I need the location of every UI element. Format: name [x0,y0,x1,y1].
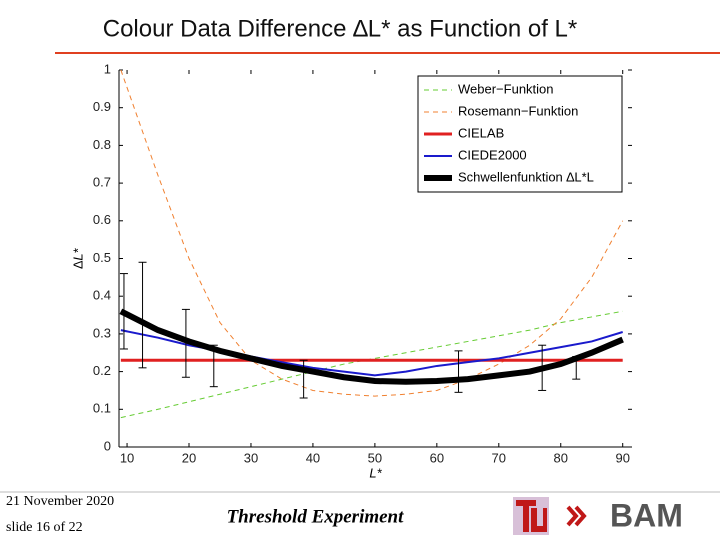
x-tick-label: 30 [244,450,258,465]
y-tick-label: 0.2 [93,363,111,378]
y-tick-label: 0.7 [93,175,111,190]
x-tick-label: 10 [120,450,134,465]
slide-title: Colour Data Difference ∆L* as Function o… [103,15,578,42]
series-line [120,70,624,397]
x-tick-label: 80 [554,450,568,465]
legend-label: Schwellenfunktion ∆L*L [458,169,594,184]
bam-logo: BAM [610,497,683,533]
y-tick-label: 0 [104,438,111,453]
legend-label: Rosemann−Funktion [458,103,578,118]
y-tick-label: 0.5 [93,250,111,265]
bam-icon [566,505,587,527]
legend-label: CIEDE2000 [458,147,527,162]
y-tick-label: 1 [104,61,111,76]
y-tick-label: 0.8 [93,137,111,152]
series-line [120,310,623,419]
x-tick-label: 70 [492,450,506,465]
y-tick-label: 0.1 [93,401,111,416]
y-tick-label: 0.4 [93,288,111,303]
x-tick-label: 40 [306,450,320,465]
y-axis-label: ∆L* [70,247,85,268]
x-tick-label: 60 [430,450,444,465]
footer-title: Threshold Experiment [227,506,405,527]
legend-label: CIELAB [458,125,504,140]
date: 21 November 2020 [6,494,114,509]
x-tick-label: 90 [615,450,629,465]
x-axis-label: L* [369,465,382,480]
tu-logo [513,497,549,535]
y-tick-label: 0.3 [93,325,111,340]
y-tick-label: 0.6 [93,212,111,227]
slide-number: slide 16 of 22 [6,520,83,535]
y-tick-label: 0.9 [93,99,111,114]
legend-label: Weber−Funktion [458,81,554,96]
series-line [119,308,624,385]
x-tick-label: 50 [368,450,382,465]
x-tick-label: 20 [182,450,196,465]
chart: 0 0.1 0.2 0.3 0.4 0.5 0.6 0.7 0.8 0.9 1 10 20 30 40 50 6… [70,61,632,480]
